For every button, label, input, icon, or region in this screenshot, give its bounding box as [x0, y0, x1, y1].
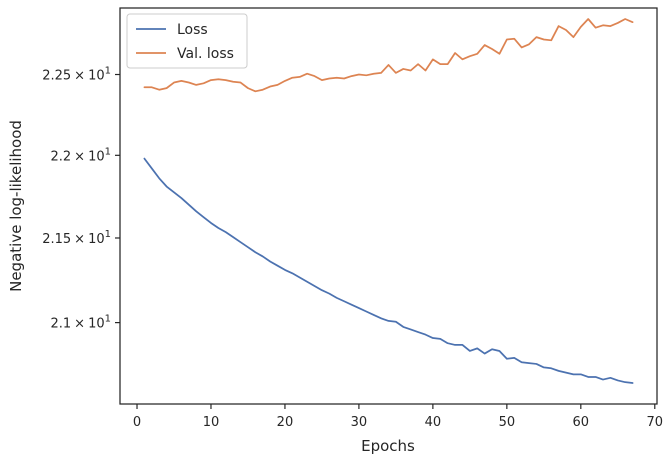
- y-tick-times: ×: [74, 69, 85, 84]
- x-tick-label: 70: [647, 415, 664, 430]
- plot-frame: [119, 7, 658, 405]
- legend-frame: [126, 13, 248, 69]
- y-tick-base: 10: [88, 69, 105, 84]
- y-tick-mantissa: 2.15: [42, 232, 71, 247]
- y-tick-base: 10: [88, 149, 105, 164]
- y-tick-label: 2.25 × 101: [42, 66, 111, 84]
- x-tick-label: 60: [573, 415, 590, 430]
- y-tick-label: 2.1 × 101: [50, 314, 111, 332]
- y-tick-times: ×: [74, 317, 85, 332]
- x-tick-label: 0: [133, 415, 141, 430]
- y-tick-exponent: 1: [105, 314, 111, 325]
- x-tick-label: 10: [203, 415, 220, 430]
- y-tick-label: 2.15 × 101: [42, 229, 111, 247]
- y-tick-exponent: 1: [105, 229, 111, 240]
- y-tick-times: ×: [74, 232, 85, 247]
- series-line-val-loss: [143, 18, 634, 93]
- x-tick-label: 30: [351, 415, 368, 430]
- y-tick-exponent: 1: [105, 66, 111, 77]
- y-tick-base: 10: [88, 232, 105, 247]
- series-layer: [143, 18, 634, 384]
- y-tick-exponent: 1: [105, 146, 111, 157]
- x-axis: 0 10 20 30 40 50 60 70: [133, 404, 663, 430]
- series-line-loss: [143, 157, 634, 384]
- y-axis-title: Negative log-likelihood: [7, 120, 25, 292]
- y-tick-base: 10: [88, 317, 105, 332]
- x-tick-label: 20: [277, 415, 294, 430]
- legend-label-loss: Loss: [177, 22, 208, 38]
- legend: Loss Val. loss: [126, 13, 248, 69]
- legend-label-val-loss: Val. loss: [177, 46, 234, 62]
- y-tick-mantissa: 2.2: [50, 149, 71, 164]
- x-tick-label: 40: [425, 415, 442, 430]
- x-axis-title: Epochs: [361, 437, 415, 455]
- y-tick-mantissa: 2.1: [50, 317, 71, 332]
- y-tick-mantissa: 2.25: [42, 69, 71, 84]
- y-tick-times: ×: [74, 149, 85, 164]
- y-tick-label: 2.2 × 101: [50, 146, 111, 164]
- x-tick-label: 50: [499, 415, 516, 430]
